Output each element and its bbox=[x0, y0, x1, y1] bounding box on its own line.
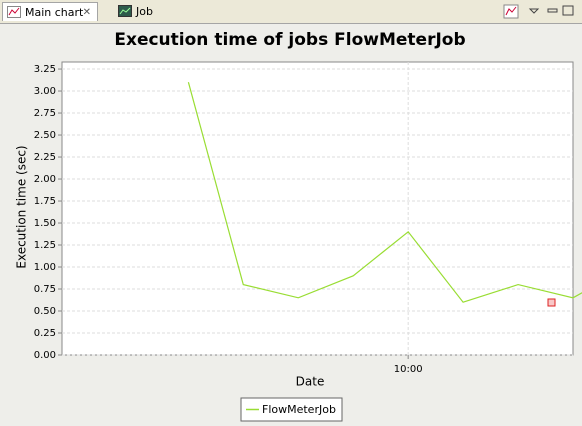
tab-label: Main chart bbox=[25, 6, 84, 19]
maximize-icon[interactable] bbox=[562, 5, 574, 16]
chart-title: Execution time of jobs FlowMeterJob bbox=[114, 30, 465, 50]
y-tick-label: 1.50 bbox=[34, 218, 56, 229]
close-icon[interactable]: ✕ bbox=[82, 7, 91, 18]
minimize-icon[interactable] bbox=[547, 8, 558, 13]
tab-icon bbox=[7, 6, 21, 18]
y-tick-label: 2.00 bbox=[34, 174, 56, 185]
tab[interactable]: Main chart ✕ bbox=[2, 2, 98, 21]
menu-icon[interactable] bbox=[528, 8, 540, 14]
x-tick-label: 10:00 bbox=[394, 364, 423, 375]
selection-marker bbox=[547, 298, 556, 307]
y-tick-label: 1.00 bbox=[34, 262, 56, 273]
y-tick-label: 0.00 bbox=[34, 350, 56, 361]
y-tick-label: 3.00 bbox=[34, 86, 56, 97]
y-tick-label: 0.75 bbox=[34, 284, 56, 295]
y-tick-label: 2.25 bbox=[34, 152, 56, 163]
y-tick-label: 0.50 bbox=[34, 306, 56, 317]
y-tick-label: 0.25 bbox=[34, 328, 56, 339]
y-tick-label: 2.75 bbox=[34, 108, 56, 119]
y-tick-label: 1.75 bbox=[34, 196, 56, 207]
tab-bar: Main chart ✕ Job Volume bbox=[0, 0, 582, 37]
plot-area bbox=[61, 61, 574, 356]
chart-icon-line bbox=[505, 6, 517, 16]
view-toolbar bbox=[503, 4, 574, 19]
y-tick-label: 3.25 bbox=[34, 64, 56, 75]
tab[interactable]: Job Volume bbox=[114, 2, 194, 37]
legend-label: FlowMeterJob bbox=[262, 403, 336, 416]
y-axis-label: Execution time (sec) bbox=[15, 145, 29, 268]
y-tick-label: 2.50 bbox=[34, 130, 56, 141]
legend-box bbox=[240, 397, 343, 422]
y-tick-label: 1.25 bbox=[34, 240, 56, 251]
x-axis-label: Date bbox=[296, 375, 325, 389]
tab-icon bbox=[118, 5, 132, 17]
chart: Execution time of jobs FlowMeterJob Date… bbox=[0, 24, 582, 426]
